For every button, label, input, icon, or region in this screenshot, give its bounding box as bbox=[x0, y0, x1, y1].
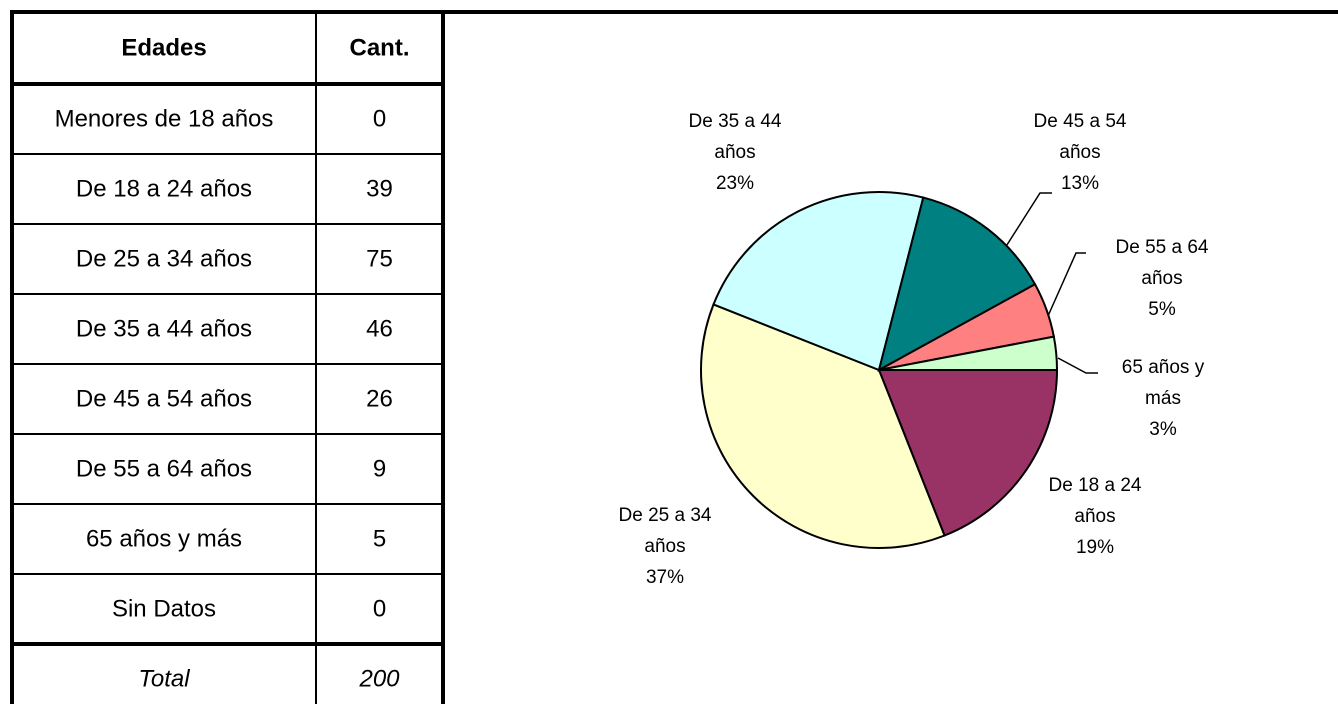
slice-label: 65 años y más 3% bbox=[1105, 352, 1221, 445]
table-cell: De 55 a 64 años bbox=[76, 455, 252, 482]
header-cell: Edades bbox=[121, 34, 206, 61]
slice-label: De 35 a 44 años 23% bbox=[677, 106, 793, 199]
slice-value: 23% bbox=[715, 173, 755, 194]
leader-line bbox=[1057, 357, 1098, 374]
slice-value: 19% bbox=[1075, 537, 1115, 558]
table-cell: De 18 a 24 años bbox=[76, 175, 252, 202]
total-cell: 200 bbox=[358, 665, 400, 692]
pie-slice bbox=[712, 191, 925, 372]
table-cell: 0 bbox=[373, 105, 386, 132]
header-cell: Cant. bbox=[350, 34, 410, 61]
slice-category: De 45 a 54 años bbox=[1033, 111, 1127, 163]
slice-category: De 35 a 44 años bbox=[688, 111, 782, 163]
leader-line bbox=[1004, 192, 1052, 249]
pie-slice bbox=[877, 196, 1037, 372]
pie-slice bbox=[877, 369, 1059, 537]
slice-category: De 25 a 34 años bbox=[618, 505, 712, 557]
table-cell: 26 bbox=[366, 385, 393, 412]
slice-category: De 55 a 64 años bbox=[1115, 237, 1209, 289]
table-cell: 0 bbox=[373, 595, 386, 622]
table-cell: Sin Datos bbox=[112, 595, 216, 622]
table-cell: 5 bbox=[373, 525, 386, 552]
pie-slice bbox=[700, 303, 946, 549]
slice-label: De 45 a 54 años 13% bbox=[1022, 106, 1138, 199]
table-cell: De 45 a 54 años bbox=[76, 385, 252, 412]
slice-category: 65 años y más bbox=[1121, 357, 1205, 409]
table-cell: 39 bbox=[366, 175, 393, 202]
slice-label: De 18 a 24 años 19% bbox=[1037, 470, 1153, 563]
total-cell: Total bbox=[138, 665, 190, 692]
table-cell: 46 bbox=[366, 315, 393, 342]
slice-value: 5% bbox=[1148, 299, 1176, 320]
pie-slice bbox=[878, 335, 1059, 371]
slice-label: De 55 a 64 años 5% bbox=[1104, 232, 1220, 325]
table-cell: Menores de 18 años bbox=[55, 105, 274, 132]
slice-value: 3% bbox=[1149, 419, 1177, 440]
leader-line bbox=[1047, 252, 1086, 317]
slice-category: De 18 a 24 años bbox=[1048, 475, 1142, 527]
slice-value: 37% bbox=[645, 567, 685, 588]
slice-value: 13% bbox=[1060, 173, 1100, 194]
table-cell: De 25 a 34 años bbox=[76, 245, 252, 272]
slice-label: De 25 a 34 años 37% bbox=[607, 500, 723, 593]
table-cell: De 35 a 44 años bbox=[76, 315, 252, 342]
table-cell: 9 bbox=[373, 455, 386, 482]
table-cell: 65 años y más bbox=[86, 525, 242, 552]
table-cell: 75 bbox=[366, 245, 393, 272]
